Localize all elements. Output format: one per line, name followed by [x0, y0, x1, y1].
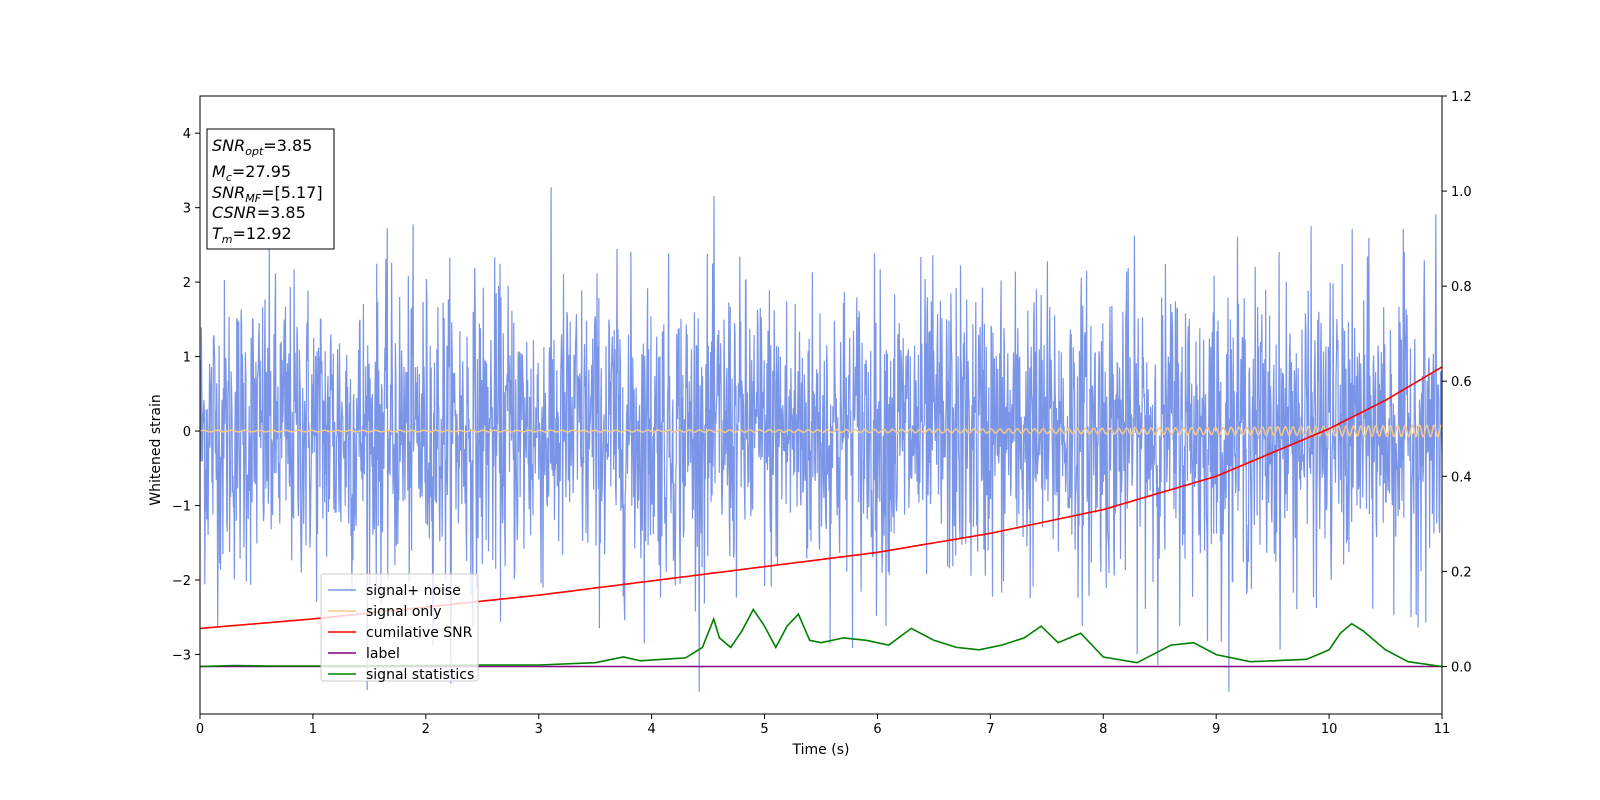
y-tick-label: 0 [183, 425, 191, 440]
y-tick-label: 3 [183, 202, 191, 217]
info-tm: Tm=12.92 [212, 224, 292, 246]
info-mc: Mc=27.95 [212, 162, 291, 184]
x-tick-label: 1 [309, 722, 317, 737]
info-snr-mf: SNRMF=[5.17] [212, 183, 323, 205]
x-axis-label: Time (s) [792, 742, 850, 758]
y-tick-label: 1 [183, 351, 191, 366]
y-tick-label: 4 [183, 127, 191, 142]
x-tick-label: 2 [422, 722, 430, 737]
legend-label: signal statistics [366, 667, 474, 683]
x-tick-label: 7 [986, 722, 994, 737]
x-tick-label: 5 [760, 722, 768, 737]
axes-frame [199, 95, 1443, 715]
series-signal-only [200, 424, 1442, 438]
y-tick-label: 2 [183, 276, 191, 291]
info-csnr: CSNR=3.85 [212, 203, 306, 222]
legend-label: label [366, 646, 400, 662]
x-tick-label: 8 [1099, 722, 1107, 737]
info-snr-opt: SNRopt=3.85 [212, 136, 312, 158]
y2-tick-label: 0.6 [1451, 375, 1472, 390]
y-tick-label: −3 [172, 648, 191, 663]
legend-label: signal+ noise [366, 583, 461, 599]
legend-label: signal only [366, 604, 441, 620]
y2-tick-label: 0.0 [1451, 660, 1472, 675]
x-tick-label: 4 [647, 722, 655, 737]
x-tick-label: 10 [1321, 722, 1338, 737]
x-axis: 0 1 2 3 4 5 6 7 8 9 10 11 [196, 714, 1450, 737]
x-tick-label: 6 [873, 722, 881, 737]
y-axis-label: Whitened strain [148, 394, 164, 505]
y2-tick-label: 0.2 [1451, 565, 1472, 580]
x-tick-label: 0 [196, 722, 204, 737]
x-tick-label: 9 [1212, 722, 1220, 737]
series-signal-noise [200, 187, 1442, 692]
y-axis-left: −3 −2 −1 0 1 2 3 4 [172, 127, 200, 663]
y2-tick-label: 0.4 [1451, 470, 1472, 485]
info-box-frame [206, 128, 335, 250]
y2-tick-label: 1.2 [1451, 90, 1472, 105]
x-tick-label: 11 [1434, 722, 1451, 737]
y2-tick-label: 1.0 [1451, 185, 1472, 200]
y-tick-label: −2 [172, 574, 191, 589]
info-box: SNRopt=3.85 Mc=27.95 SNRMF=[5.17] CSNR=3… [206, 128, 335, 250]
legend: signal+ noise signal only cumilative SNR la… [320, 573, 479, 683]
y-axis-right: 0.0 0.2 0.4 0.6 0.8 1.0 1.2 [1442, 90, 1472, 675]
legend-frame [320, 573, 479, 682]
y2-tick-label: 0.8 [1451, 280, 1472, 295]
legend-label: cumilative SNR [366, 625, 473, 641]
series-signal-statistics [200, 607, 1442, 668]
x-tick-label: 3 [535, 722, 543, 737]
y-tick-label: −1 [172, 500, 191, 515]
